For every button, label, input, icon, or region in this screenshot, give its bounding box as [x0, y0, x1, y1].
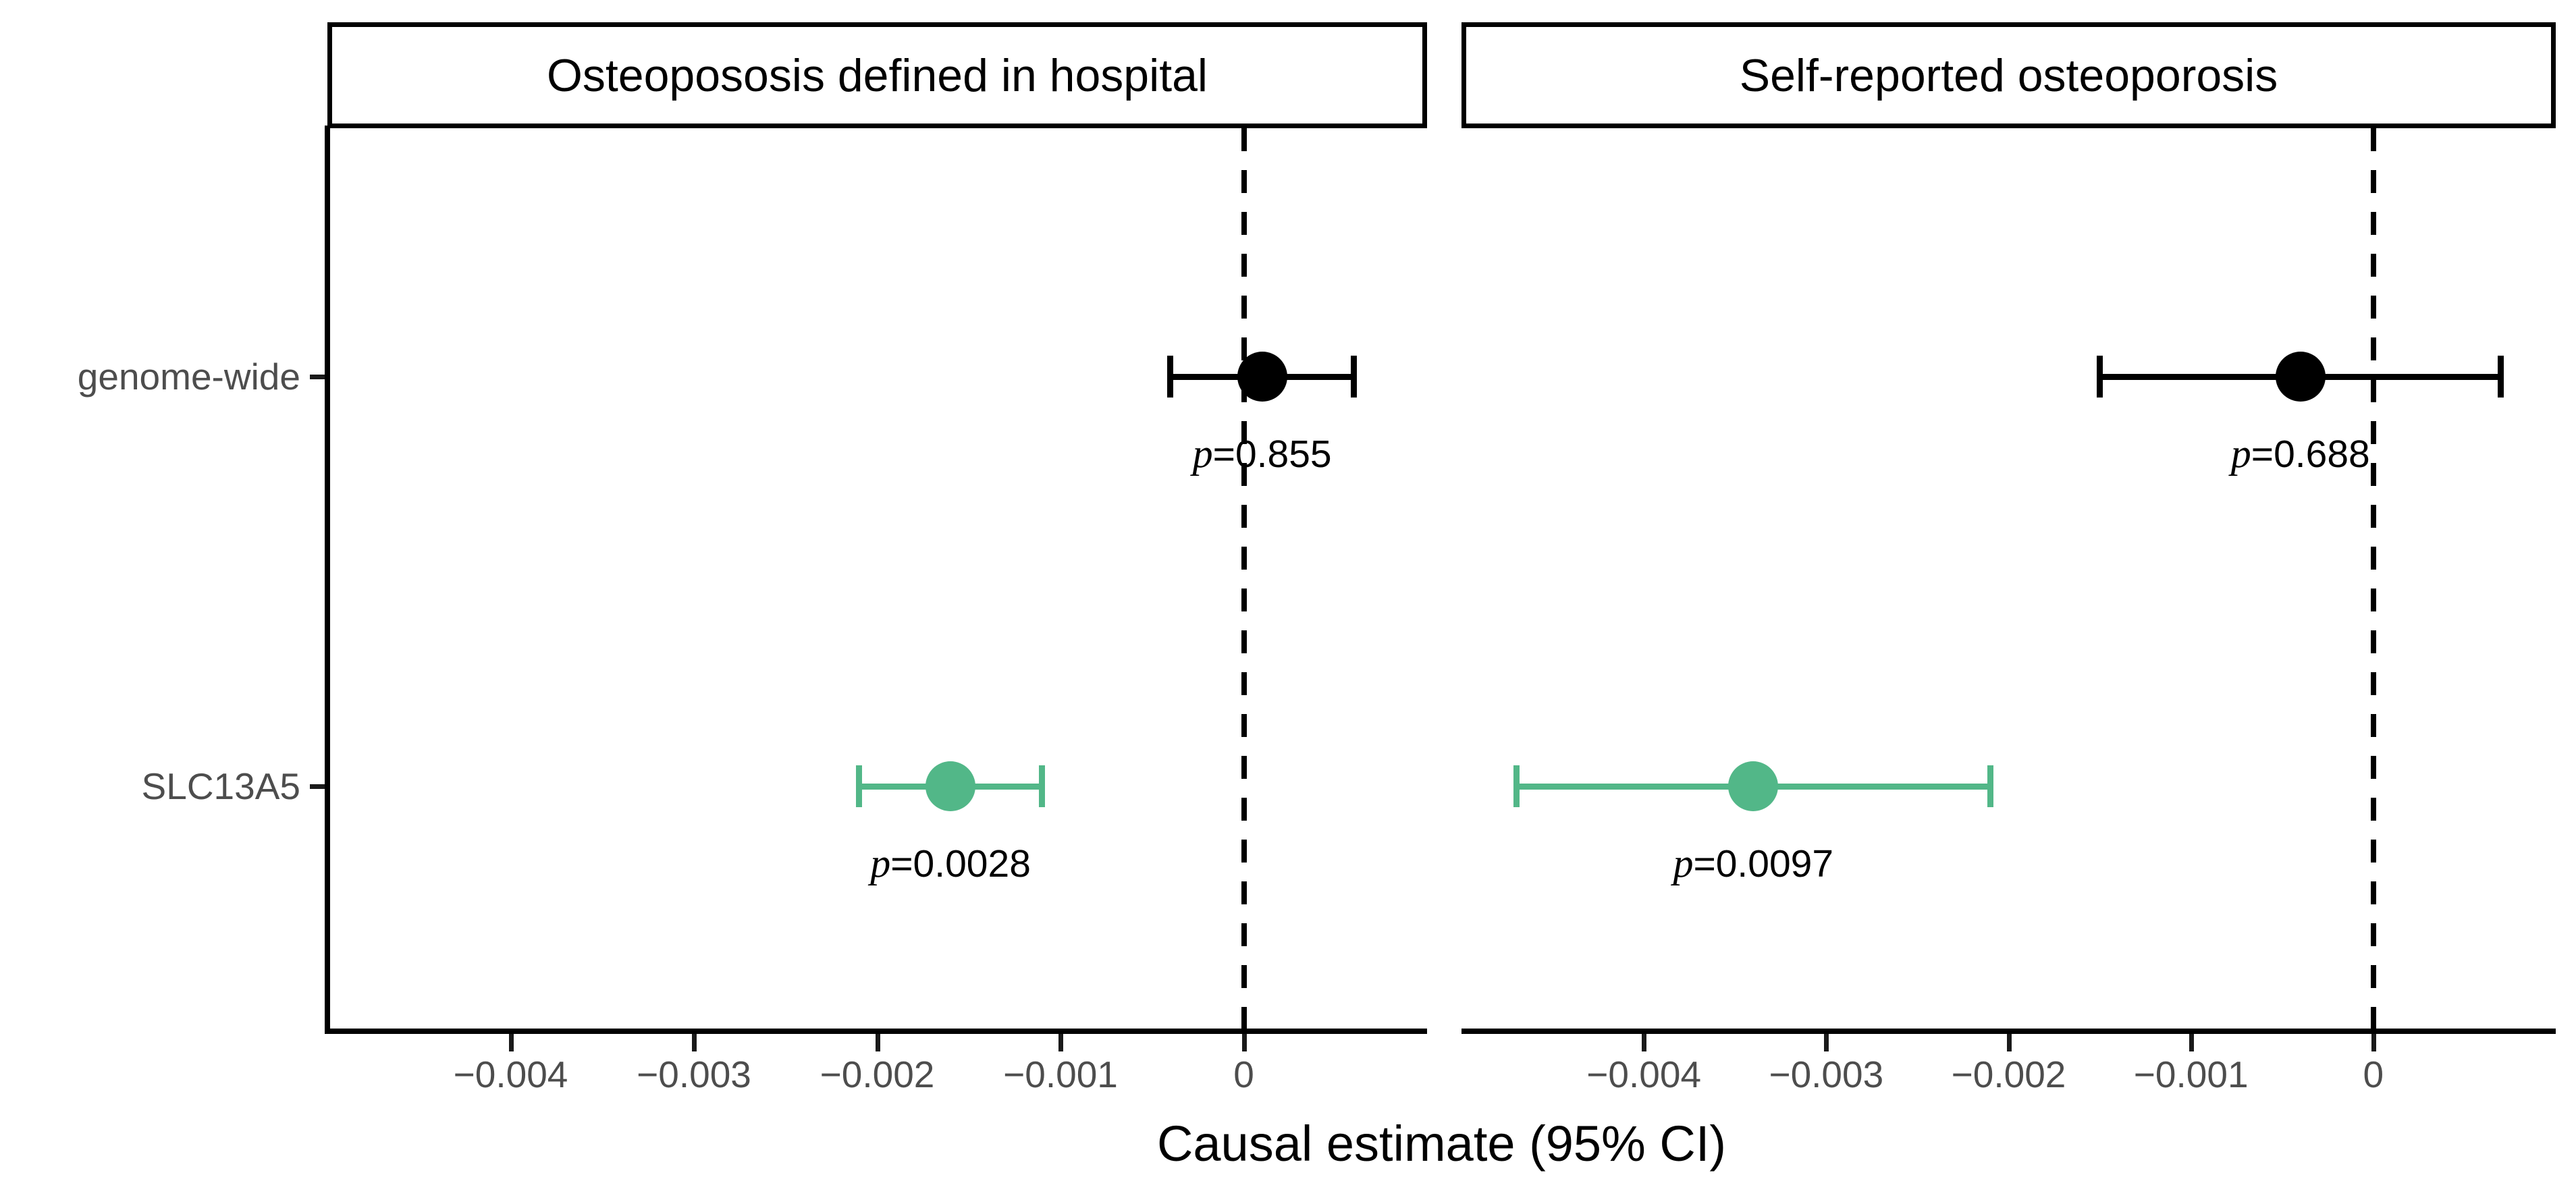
x-axis-tick-label: −0.001: [1003, 1054, 1118, 1095]
x-axis-tick-label: −0.004: [453, 1054, 568, 1095]
x-axis-tick-label: −0.002: [820, 1054, 935, 1095]
error-bar-cap-right: [2498, 356, 2504, 398]
error-bar-cap-right: [1039, 765, 1046, 807]
p-value-label: p=0.0097: [1673, 841, 1834, 885]
x-axis-title: Causal estimate (95% CI): [1156, 1116, 1727, 1172]
x-axis-tick-label: −0.001: [2133, 1054, 2249, 1095]
p-italic: p: [870, 841, 891, 885]
error-bar-cap-left: [1167, 356, 1174, 398]
x-axis-tick-label: 0: [1233, 1054, 1254, 1095]
x-axis-tick: [875, 1034, 880, 1051]
facet-title: Osteopososis defined in hospital: [546, 49, 1208, 101]
estimate-point: [925, 761, 976, 811]
y-axis-tick: [310, 375, 327, 379]
x-axis-tick: [1241, 1034, 1247, 1051]
p-italic: p: [2230, 431, 2251, 476]
x-axis-tick: [2006, 1034, 2012, 1051]
error-bar-cap-left: [1513, 765, 1520, 807]
x-axis-tick-label: 0: [2363, 1054, 2384, 1095]
x-axis-tick: [508, 1034, 514, 1051]
y-axis-label: SLC13A5: [141, 765, 300, 807]
error-bar-cap-right: [1987, 765, 1993, 807]
x-axis-tick: [2371, 1034, 2376, 1051]
y-axis-label: genome-wide: [77, 356, 300, 398]
error-bar-cap-left: [2097, 356, 2103, 398]
facet-strip: Osteopososis defined in hospital: [327, 22, 1427, 128]
zero-reference-line: [2370, 128, 2376, 1031]
error-bar-cap-right: [1350, 356, 1357, 398]
estimate-point: [2275, 352, 2326, 402]
facet-strip: Self-reported osteoporosis: [1461, 22, 2556, 128]
x-axis-line: [1461, 1029, 2556, 1034]
x-axis-tick: [1824, 1034, 1829, 1051]
p-value-label: p=0.855: [1192, 431, 1332, 476]
y-axis-tick: [310, 784, 327, 789]
estimate-point: [1237, 352, 1287, 402]
x-axis-line: [325, 1029, 1427, 1034]
x-axis-tick: [1058, 1034, 1063, 1051]
zero-reference-line: [1241, 128, 1247, 1031]
x-axis-tick: [692, 1034, 697, 1051]
p-italic: p: [1673, 841, 1694, 885]
x-axis-tick: [2189, 1034, 2194, 1051]
x-axis-tick-label: −0.003: [1769, 1054, 1884, 1095]
error-bar-cap-left: [855, 765, 862, 807]
p-value-label: p=0.688: [2230, 431, 2370, 476]
x-axis-tick-label: −0.002: [1951, 1054, 2066, 1095]
facet-title: Self-reported osteoporosis: [1739, 49, 2278, 101]
p-italic: p: [1192, 431, 1213, 476]
y-axis-line: [325, 126, 330, 1034]
x-axis-tick: [1642, 1034, 1647, 1051]
p-value-label: p=0.0028: [870, 841, 1031, 885]
x-axis-tick-label: −0.004: [1586, 1054, 1702, 1095]
x-axis-tick-label: −0.003: [637, 1054, 751, 1095]
estimate-point: [1728, 761, 1779, 811]
